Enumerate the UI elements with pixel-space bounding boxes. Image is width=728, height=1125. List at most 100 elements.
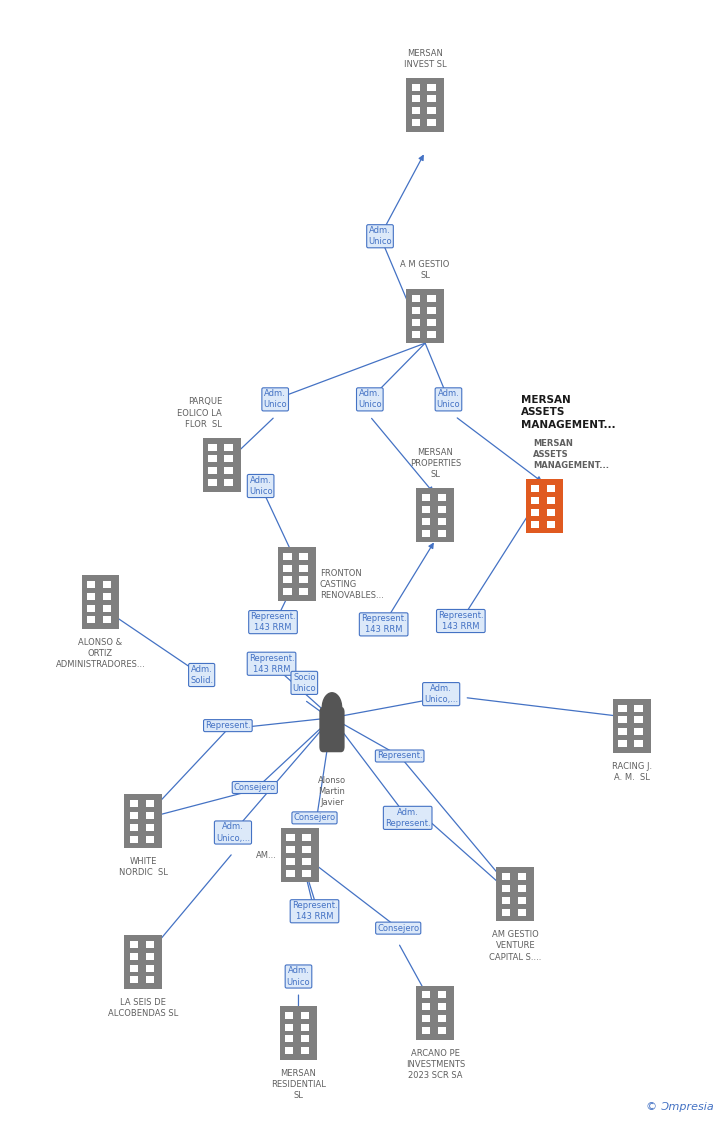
FancyBboxPatch shape [146,800,154,808]
Text: Represent.
143 RRM: Represent. 143 RRM [361,614,406,634]
Text: Represent.
143 RRM: Represent. 143 RRM [292,901,337,921]
FancyBboxPatch shape [130,800,138,808]
FancyBboxPatch shape [301,1024,309,1030]
FancyBboxPatch shape [422,991,430,999]
FancyBboxPatch shape [518,897,526,904]
FancyBboxPatch shape [427,119,436,126]
FancyBboxPatch shape [283,576,292,584]
FancyBboxPatch shape [103,604,111,612]
FancyBboxPatch shape [124,794,162,848]
Text: Consejero: Consejero [377,924,419,933]
FancyBboxPatch shape [547,521,555,528]
Text: ALONSO &
ORTIZ
ADMINISTRADORES...: ALONSO & ORTIZ ADMINISTRADORES... [55,638,146,669]
Text: A M GESTIO
SL: A M GESTIO SL [400,260,450,280]
FancyBboxPatch shape [87,593,95,600]
FancyBboxPatch shape [146,964,154,972]
FancyBboxPatch shape [281,828,319,882]
Text: Adm.
Unico: Adm. Unico [358,389,381,409]
FancyBboxPatch shape [130,940,138,948]
FancyBboxPatch shape [427,96,436,102]
FancyBboxPatch shape [427,318,436,326]
FancyBboxPatch shape [547,485,555,493]
Text: FRONTON
CASTING
RENOVABLES...: FRONTON CASTING RENOVABLES... [320,569,384,600]
FancyBboxPatch shape [285,1024,293,1030]
Text: MERSAN
PROPERTIES
SL: MERSAN PROPERTIES SL [410,448,461,479]
Text: Adm.
Unico: Adm. Unico [287,966,310,987]
FancyBboxPatch shape [87,616,95,623]
Text: Represent.
143 RRM: Represent. 143 RRM [249,654,294,674]
FancyBboxPatch shape [286,870,295,876]
FancyBboxPatch shape [146,836,154,843]
Text: MERSAN
INVEST SL: MERSAN INVEST SL [404,48,446,69]
FancyBboxPatch shape [146,953,154,960]
FancyBboxPatch shape [203,438,241,492]
FancyBboxPatch shape [422,494,430,502]
FancyBboxPatch shape [285,1035,293,1043]
FancyBboxPatch shape [613,699,651,753]
FancyBboxPatch shape [411,107,420,115]
FancyBboxPatch shape [302,870,311,876]
FancyBboxPatch shape [411,307,420,314]
FancyBboxPatch shape [531,497,539,504]
FancyBboxPatch shape [502,873,510,881]
FancyBboxPatch shape [411,119,420,126]
FancyBboxPatch shape [411,96,420,102]
FancyBboxPatch shape [299,552,308,560]
FancyBboxPatch shape [208,443,217,451]
FancyBboxPatch shape [302,846,311,853]
FancyBboxPatch shape [82,575,119,629]
FancyBboxPatch shape [302,857,311,865]
FancyBboxPatch shape [438,1027,446,1034]
FancyBboxPatch shape [422,518,430,525]
FancyBboxPatch shape [438,1004,446,1010]
FancyBboxPatch shape [531,485,539,493]
FancyBboxPatch shape [406,78,444,132]
FancyBboxPatch shape [411,295,420,303]
FancyBboxPatch shape [87,580,95,588]
FancyBboxPatch shape [130,836,138,843]
FancyBboxPatch shape [301,1047,309,1054]
Circle shape [323,693,341,722]
FancyBboxPatch shape [130,812,138,819]
Text: AM...: AM... [256,850,277,860]
FancyBboxPatch shape [283,588,292,595]
FancyBboxPatch shape [618,704,627,712]
FancyBboxPatch shape [130,964,138,972]
FancyBboxPatch shape [531,521,539,528]
FancyBboxPatch shape [103,593,111,600]
FancyBboxPatch shape [634,728,643,736]
FancyBboxPatch shape [518,909,526,916]
FancyBboxPatch shape [146,940,154,948]
FancyBboxPatch shape [302,834,311,842]
FancyBboxPatch shape [634,740,643,747]
FancyBboxPatch shape [422,1027,430,1034]
FancyBboxPatch shape [618,717,627,723]
FancyBboxPatch shape [416,488,454,542]
FancyBboxPatch shape [502,885,510,892]
FancyBboxPatch shape [427,107,436,115]
FancyBboxPatch shape [422,1004,430,1010]
FancyBboxPatch shape [526,479,563,533]
Text: Adm.
Unico,...: Adm. Unico,... [424,684,458,704]
Text: MERSAN
RESIDENTIAL
SL: MERSAN RESIDENTIAL SL [271,1069,326,1100]
FancyBboxPatch shape [283,565,292,572]
Text: Represent.
143 RRM: Represent. 143 RRM [438,611,483,631]
FancyBboxPatch shape [283,552,292,560]
FancyBboxPatch shape [299,576,308,584]
FancyBboxPatch shape [280,1006,317,1060]
FancyBboxPatch shape [130,976,138,983]
FancyBboxPatch shape [146,824,154,831]
FancyBboxPatch shape [299,588,308,595]
Text: Represent.
143 RRM: Represent. 143 RRM [250,612,296,632]
FancyBboxPatch shape [427,307,436,314]
FancyBboxPatch shape [427,331,436,338]
Text: Represent.: Represent. [205,721,250,730]
FancyBboxPatch shape [224,443,233,451]
FancyBboxPatch shape [301,1011,309,1019]
FancyBboxPatch shape [634,704,643,712]
FancyBboxPatch shape [427,83,436,91]
Text: Adm.
Unico: Adm. Unico [437,389,460,409]
Text: Adm.
Unico: Adm. Unico [264,389,287,409]
FancyBboxPatch shape [285,1011,293,1019]
FancyBboxPatch shape [103,580,111,588]
